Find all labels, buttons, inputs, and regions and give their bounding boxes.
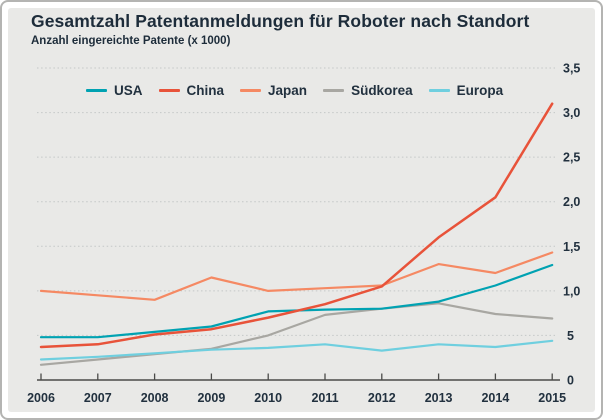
x-tick-label: 2013 [425,391,453,405]
series-line-suedkorea [39,302,554,366]
legend-label-europa: Europa [456,83,504,98]
y-tick-label: 1,5 [563,240,580,254]
x-tick-label: 2008 [141,391,169,405]
legend-swatch-europa [428,89,450,92]
x-tick-label: 2014 [481,391,509,405]
y-tick-label: 5 [567,329,574,343]
y-tick-label: 3,0 [563,106,580,120]
chart-subtitle: Anzahl eingereichte Patente (x 1000) [31,35,231,47]
series-line-china [39,102,554,349]
legend-label-suedkorea: Südkorea [351,83,413,98]
legend-swatch-suedkorea [323,89,345,92]
x-tick-label: 2009 [197,391,225,405]
legend-item-suedkorea: Südkorea [323,83,413,98]
legend-swatch-usa [86,89,107,92]
y-tick-label: 1,0 [563,284,580,298]
legend-item-china: China [158,83,225,98]
legend-swatch-china [158,89,180,92]
x-tick-label: 2007 [84,391,112,405]
legend-swatch-japan [240,89,262,92]
legend-item-japan: Japan [240,83,307,98]
x-tick-label: 2010 [254,391,282,405]
series-line-europa [39,339,554,361]
series-line-usa [39,263,554,339]
legend-label-japan: Japan [268,83,308,98]
y-tick-label: 2,0 [563,195,580,209]
x-tick-label: 2015 [538,391,566,405]
legend-label-usa: USA [114,83,143,98]
chart-title: Gesamtzahl Patentanmeldungen für Roboter… [31,11,530,31]
series-line-japan [39,251,554,301]
legend-label-china: China [186,83,225,98]
x-tick-label: 2012 [368,391,396,405]
chart-legend: USA China Japan Südkorea Europa [86,83,503,98]
y-tick-label: 2,5 [563,151,580,165]
chart-panel [8,8,595,412]
y-tick-label: 0 [567,374,574,388]
x-tick-label: 2006 [27,391,55,405]
legend-item-europa: Europa [428,83,504,98]
x-tick-label: 2011 [311,391,338,405]
legend-item-usa: USA [86,83,143,98]
y-tick-label: 3,5 [563,62,580,76]
